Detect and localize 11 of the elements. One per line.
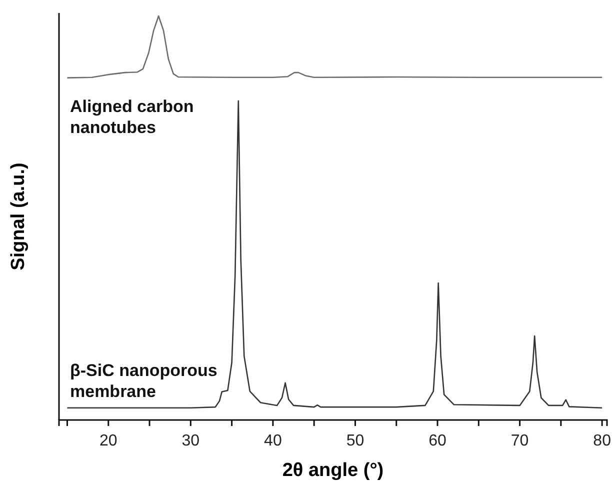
x-tick-label: 60 bbox=[428, 432, 446, 450]
x-tick-label: 70 bbox=[510, 432, 529, 450]
y-axis-title: Signal (a.u.) bbox=[8, 162, 29, 270]
x-tick-label: 30 bbox=[182, 432, 200, 450]
series-label: β-SiC nanoporous membrane bbox=[70, 360, 218, 401]
x-tick-label: 20 bbox=[99, 432, 118, 450]
x-tick-label: 80 bbox=[593, 432, 612, 450]
x-axis-title: 2θ angle (°) bbox=[282, 460, 384, 481]
x-tick-label: 50 bbox=[346, 432, 364, 450]
x-tick-label: 40 bbox=[264, 432, 282, 450]
series-label: Aligned carbon nanotubes bbox=[70, 96, 194, 137]
